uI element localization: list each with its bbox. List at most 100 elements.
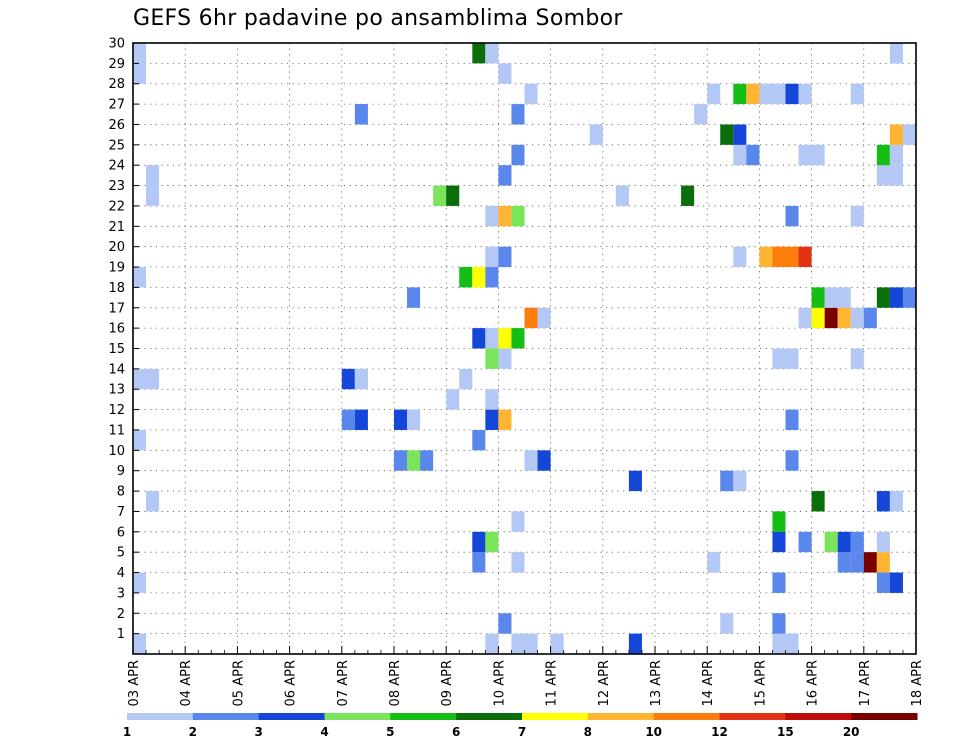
legend-label: 6 xyxy=(452,725,460,739)
legend-swatch xyxy=(653,713,720,720)
heatmap-cell xyxy=(889,165,903,186)
y-tick-label: 6 xyxy=(117,525,125,540)
heatmap-cell xyxy=(472,531,486,553)
y-tick-label: 13 xyxy=(108,383,125,398)
heatmap-cell xyxy=(772,531,786,553)
heatmap-cell xyxy=(498,328,512,349)
heatmap-cell xyxy=(889,491,903,512)
legend-swatch xyxy=(719,713,786,720)
heatmap-cell xyxy=(733,144,747,166)
heatmap-cell xyxy=(446,389,460,410)
heatmap-cell xyxy=(707,83,721,105)
chart-title: GEFS 6hr padavine po ansamblima Sombor xyxy=(133,6,623,31)
heatmap-cell xyxy=(876,165,890,186)
x-axis-ticks: 03 APR 04 APR 05 APR 06 APR 07 APR 08 APR 09 A… xyxy=(127,646,925,706)
y-tick-label: 22 xyxy=(108,199,125,214)
heatmap-cell xyxy=(354,368,368,390)
heatmap-cell xyxy=(511,511,525,532)
heatmap-cell xyxy=(850,552,864,573)
heatmap-cell xyxy=(889,572,903,593)
y-tick-label: 16 xyxy=(108,322,125,337)
heatmap-cell xyxy=(733,124,747,145)
heatmap-cell xyxy=(889,43,903,64)
y-tick-label: 21 xyxy=(108,220,125,235)
heatmap-cell xyxy=(720,124,734,145)
x-tick-label: 14 APR xyxy=(701,660,716,706)
heatmap-cell xyxy=(472,328,486,349)
heatmap-cell xyxy=(485,531,499,553)
heatmap-cell xyxy=(354,104,368,125)
heatmap-cell xyxy=(472,267,486,288)
y-tick-label: 7 xyxy=(117,505,125,520)
y-tick-label: 11 xyxy=(108,423,125,438)
x-tick-label: 17 APR xyxy=(858,660,873,706)
heatmap-cell xyxy=(785,348,799,369)
heatmap-cell xyxy=(485,409,499,430)
heatmap-cell xyxy=(863,307,877,329)
heatmap-cell xyxy=(785,409,799,430)
heatmap-cell xyxy=(772,83,786,105)
legend-label: 4 xyxy=(320,725,328,739)
heatmap-cell xyxy=(798,246,812,268)
heatmap-cell xyxy=(850,531,864,553)
y-tick-label: 26 xyxy=(108,118,125,133)
heatmap-cell xyxy=(876,572,890,593)
heatmap-cell xyxy=(433,185,447,206)
heatmap-cell xyxy=(354,409,368,430)
heatmap-cell xyxy=(889,287,903,308)
y-tick-label: 25 xyxy=(108,138,125,153)
heatmap-cell xyxy=(850,83,864,105)
heatmap-cells xyxy=(133,43,916,654)
heatmap-cell xyxy=(707,552,721,573)
heatmap-cell xyxy=(498,613,512,634)
legend-label: 7 xyxy=(518,725,526,739)
legend-swatch xyxy=(127,713,194,720)
heatmap-cell xyxy=(811,491,825,512)
y-tick-label: 28 xyxy=(108,77,125,92)
x-tick-label: 03 APR xyxy=(127,660,142,706)
x-tick-label: 12 APR xyxy=(597,660,612,706)
heatmap-cell xyxy=(850,348,864,369)
y-tick-label: 29 xyxy=(108,57,125,72)
heatmap-cell xyxy=(498,409,512,430)
heatmap-cell xyxy=(394,409,408,430)
heatmap-cell xyxy=(524,633,538,654)
heatmap-cell xyxy=(772,511,786,532)
y-tick-label: 19 xyxy=(108,261,125,276)
heatmap-cell xyxy=(863,552,877,573)
heatmap-cell xyxy=(133,572,147,593)
heatmap-cell xyxy=(811,307,825,329)
heatmap-cell xyxy=(798,307,812,329)
heatmap-cell xyxy=(811,287,825,308)
y-tick-label: 20 xyxy=(108,240,125,255)
color-legend: 1 2 3 4 5 6 7 8 10 12 15 20 xyxy=(123,713,918,739)
legend-label: 3 xyxy=(254,725,262,739)
heatmap-cell xyxy=(889,124,903,145)
heatmap-cell xyxy=(824,307,838,329)
heatmap-cell xyxy=(407,287,421,308)
heatmap-cell xyxy=(341,368,355,390)
heatmap-cell xyxy=(498,165,512,186)
heatmap-cell xyxy=(785,246,799,268)
heatmap-cell xyxy=(628,633,642,654)
heatmap-cell xyxy=(146,185,160,206)
heatmap-cell xyxy=(485,43,499,64)
x-tick-label: 11 APR xyxy=(545,660,560,706)
heatmap-cell xyxy=(615,185,629,206)
heatmap-cell xyxy=(524,83,538,105)
heatmap-cell xyxy=(837,287,851,308)
heatmap-cell xyxy=(772,572,786,593)
heatmap-cell xyxy=(798,83,812,105)
heatmap-cell xyxy=(550,633,564,654)
x-tick-label: 16 APR xyxy=(806,660,821,706)
y-tick-label: 27 xyxy=(108,98,125,113)
heatmap-cell xyxy=(133,43,147,64)
heatmap-cell xyxy=(146,165,160,186)
heatmap-cell xyxy=(394,450,408,471)
x-tick-label: 08 APR xyxy=(388,660,403,706)
legend-label: 20 xyxy=(843,725,860,739)
y-tick-label: 14 xyxy=(108,362,125,377)
heatmap-cell xyxy=(459,267,473,288)
heatmap-cell xyxy=(876,552,890,573)
heatmap-cell xyxy=(785,83,799,105)
